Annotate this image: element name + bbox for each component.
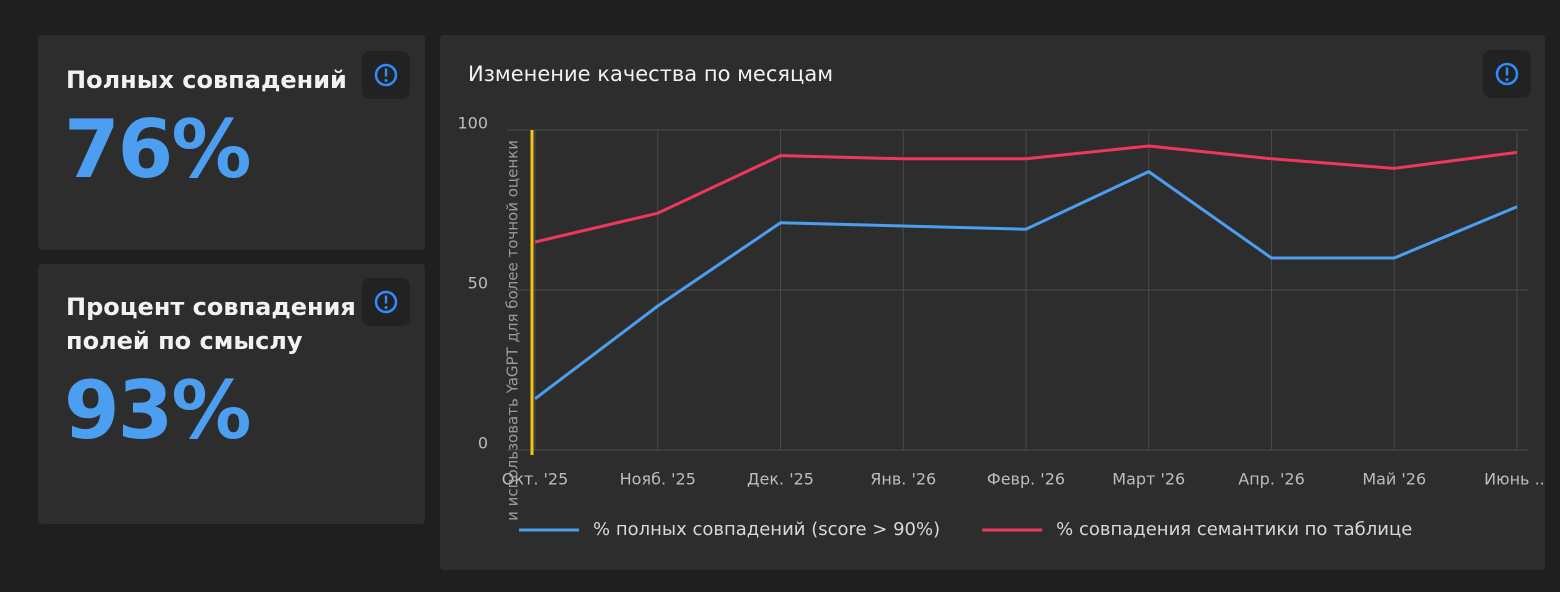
x-tick-label: Окт. '25 [502, 470, 569, 489]
x-tick-label: Апр. '26 [1238, 470, 1305, 489]
card-value: 93% [64, 364, 251, 457]
info-icon-dot [1505, 78, 1509, 81]
legend-label: % совпадения семантики по таблице [1056, 519, 1412, 540]
metric-card: Процент совпадения полей по смыслу 93% [38, 264, 425, 524]
x-tick-label: Март '26 [1112, 470, 1185, 489]
card-title: Полных совпадений [66, 66, 347, 94]
x-tick-label: Май '26 [1362, 470, 1426, 489]
data-line [534, 144, 1518, 244]
y-tick-label: 100 [457, 114, 488, 133]
annotation-text: и использовать YaGPT для более точной оц… [504, 140, 522, 521]
card-value: 76% [64, 103, 251, 196]
chart-title: Изменение качества по месяцам [468, 62, 833, 86]
chart: Изменение качества по месяцам 0 50 100 Окт.… [457, 50, 1545, 540]
metric-card: Полных совпадений 76% [38, 35, 425, 250]
card-title: Процент совпадения полей по смыслу [66, 293, 356, 355]
x-tick-label: Нояб. '25 [620, 470, 696, 489]
info-icon-mark [1505, 67, 1509, 76]
info-icon-ring [1495, 62, 1519, 86]
data-line [534, 170, 1518, 400]
x-tick-label: Янв. '26 [870, 470, 936, 489]
chart-panel: Изменение качества по месяцам 0 50 100 Окт.… [440, 35, 1545, 570]
y-tick-label: 0 [478, 434, 488, 453]
x-tick-label: Июнь ... [1484, 470, 1545, 489]
legend-label: % полных совпадений (score > 90%) [593, 519, 940, 540]
info-icon[interactable] [362, 278, 410, 326]
x-tick-label: Февр. '26 [987, 470, 1065, 489]
x-tick-label: Дек. '25 [747, 470, 814, 489]
info-icon[interactable] [362, 51, 410, 99]
y-tick-label: 50 [468, 274, 488, 293]
